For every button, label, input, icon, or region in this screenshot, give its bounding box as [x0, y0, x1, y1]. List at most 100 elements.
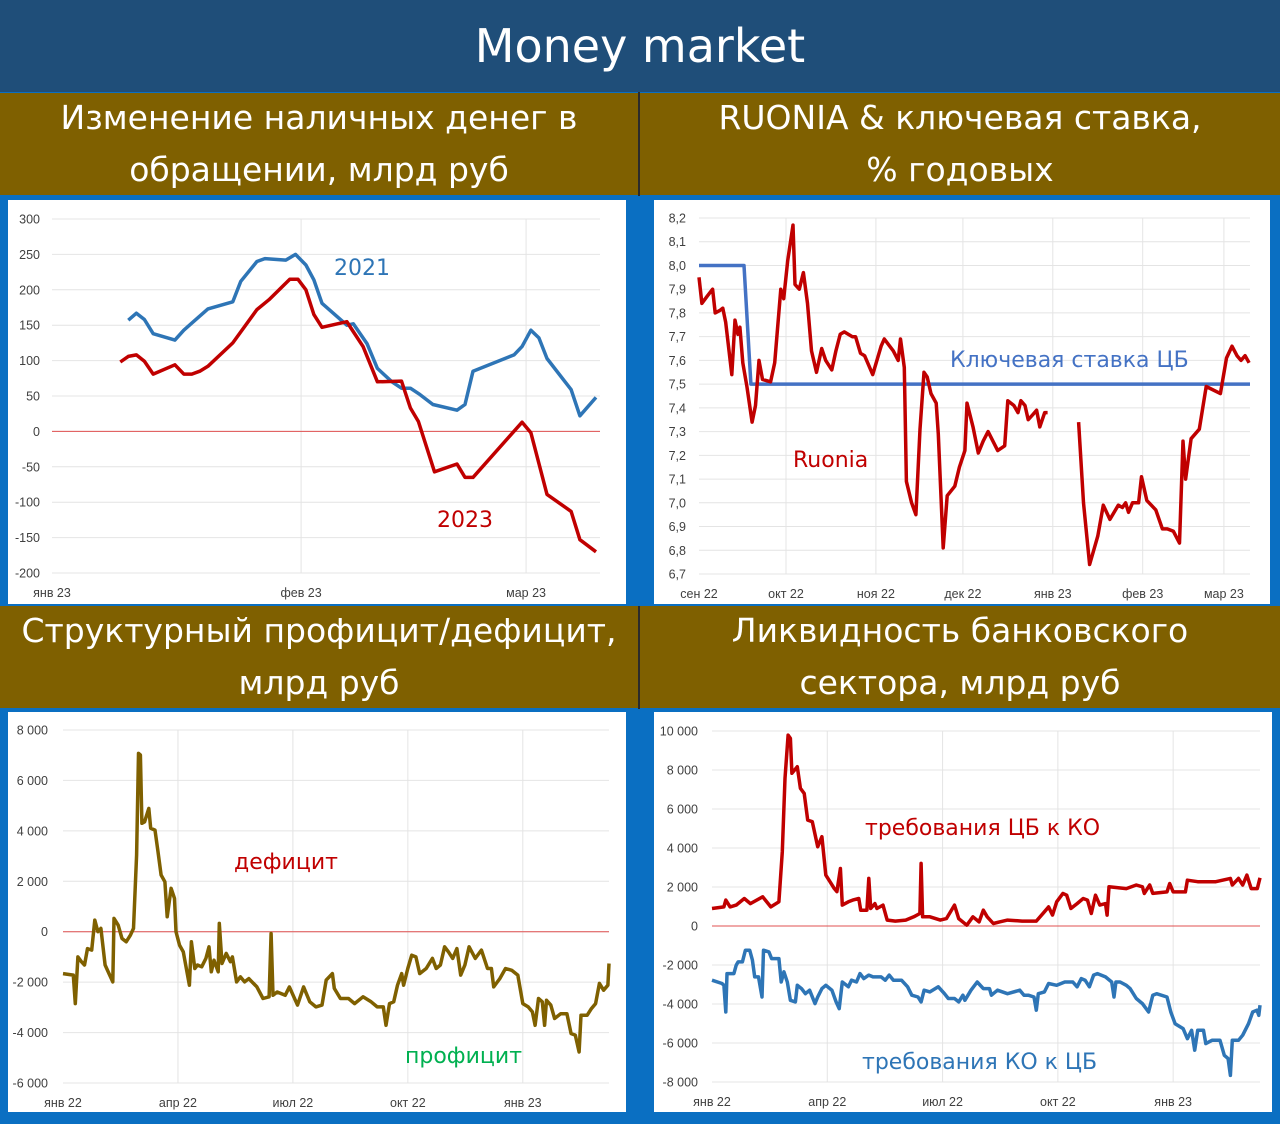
series-label-ko-claims: требования КО к ЦБ: [862, 1050, 1098, 1075]
label-surplus: профицит: [405, 1044, 523, 1069]
series-line: [127, 252, 598, 418]
y-tick-label: 7,6: [669, 354, 686, 368]
y-tick-label: 7,8: [669, 306, 686, 320]
y-tick-label: 6 000: [17, 774, 48, 788]
y-tick-label: 7,7: [669, 330, 686, 344]
ruonia-chart: 8,2 8,1 8,0 7,9 7,8 7,7 7,6 7,5 7,4 7,3 7,2 7,1 7,0 6…: [669, 212, 1251, 601]
header-structural: Структурный профицит/дефицит, млрд руб: [0, 606, 638, 708]
y-tick-label: 300: [19, 213, 40, 227]
header-line: Ликвидность банковского: [731, 611, 1189, 650]
y-tick-label: 8,1: [669, 235, 686, 249]
series-label-cb-claims: требования ЦБ к КО: [865, 816, 1101, 841]
y-tick-label: 8,0: [669, 259, 686, 273]
header-line: % годовых: [866, 150, 1054, 189]
y-tick-label: -200: [15, 567, 40, 581]
y-tick-label: 6,7: [669, 568, 686, 582]
header-line: сектора, млрд руб: [799, 663, 1121, 702]
y-tick-label: 2 000: [667, 881, 698, 895]
header-line: млрд руб: [238, 663, 400, 702]
series-label-ruonia: Ruonia: [793, 448, 869, 473]
y-tick-label: 250: [19, 248, 40, 262]
y-tick-label: 8 000: [17, 724, 48, 738]
divider: [638, 606, 640, 709]
page-title: Money market: [0, 0, 1280, 92]
chart-panel-liquidity: [654, 712, 1272, 1112]
y-tick-label: -4 000: [663, 998, 698, 1012]
y-tick-label: 8 000: [667, 764, 698, 778]
y-tick-label: -150: [15, 531, 40, 545]
header-line: Структурный профицит/дефицит,: [21, 611, 617, 650]
y-tick-label: -4 000: [13, 1026, 48, 1040]
x-tick-label: янв 22: [693, 1095, 731, 1109]
x-tick-label: сен 22: [680, 587, 718, 601]
label-deficit: дефицит: [234, 850, 338, 875]
y-tick-label: -2 000: [663, 959, 698, 973]
divider: [638, 92, 640, 196]
header-cash-change: Изменение наличных денег в обращении, мл…: [0, 93, 638, 195]
x-tick-label: окт 22: [1040, 1095, 1076, 1109]
x-tick-label: мар 23: [1204, 587, 1244, 601]
y-tick-label: 0: [33, 425, 40, 439]
y-tick-label: 6 000: [667, 803, 698, 817]
x-tick-label: июл 22: [273, 1096, 314, 1110]
x-tick-label: янв 22: [44, 1096, 82, 1110]
x-tick-label: ноя 22: [857, 587, 895, 601]
header-ruonia: RUONIA & ключевая ставка, % годовых: [640, 93, 1280, 195]
y-tick-label: 7,9: [669, 283, 686, 297]
header-line: Изменение наличных денег в: [60, 98, 578, 137]
y-tick-label: 6,8: [669, 544, 686, 558]
series-line: [711, 948, 1262, 1078]
x-tick-label: окт 22: [390, 1096, 426, 1110]
y-tick-label: 4 000: [17, 824, 48, 838]
y-tick-label: 50: [26, 390, 40, 404]
series-label-key-rate: Ключевая ставка ЦБ: [950, 348, 1189, 373]
y-tick-label: 150: [19, 319, 40, 333]
y-tick-label: -6 000: [663, 1037, 698, 1051]
series-line: [711, 733, 1262, 927]
x-tick-label: янв 23: [1034, 587, 1072, 601]
x-tick-label: апр 22: [159, 1096, 197, 1110]
y-tick-label: 7,2: [669, 449, 686, 463]
y-tick-label: 8,2: [669, 212, 686, 226]
y-tick-label: 0: [691, 920, 698, 934]
x-tick-label: окт 22: [768, 587, 804, 601]
series-line: [119, 277, 598, 554]
x-tick-label: фев 23: [1122, 587, 1163, 601]
y-tick-label: 7,4: [669, 401, 686, 415]
y-tick-label: 7,0: [669, 496, 686, 510]
x-tick-label: дек 22: [944, 587, 981, 601]
y-tick-label: 7,3: [669, 425, 686, 439]
header-liquidity: Ликвидность банковского сектора, млрд ру…: [640, 606, 1280, 708]
y-tick-label: 0: [41, 925, 48, 939]
cash-change-chart: 300 250 200 150 100 50 0 -50 -100 -150 -200 янв 23 ф…: [15, 213, 600, 600]
y-tick-label: 100: [19, 354, 40, 368]
structural-chart: 8 000 6 000 4 000 2 000 0 -2 000 -4 000 -6 000 я…: [13, 724, 611, 1110]
series-label-2023: 2023: [437, 508, 493, 533]
x-tick-label: янв 23: [504, 1096, 542, 1110]
x-tick-label: апр 22: [808, 1095, 846, 1109]
x-tick-label: фев 23: [280, 586, 321, 600]
series-line: [697, 223, 1251, 567]
y-tick-label: 6,9: [669, 520, 686, 534]
y-tick-label: -8 000: [663, 1076, 698, 1090]
y-tick-label: -50: [22, 460, 40, 474]
x-tick-label: янв 23: [33, 586, 71, 600]
x-tick-label: июл 22: [922, 1095, 963, 1109]
y-tick-label: 4 000: [667, 842, 698, 856]
y-tick-label: -100: [15, 496, 40, 510]
header-line: RUONIA & ключевая ставка,: [718, 98, 1202, 137]
header-line: обращении, млрд руб: [129, 150, 509, 189]
x-tick-label: мар 23: [506, 586, 546, 600]
series-line: [62, 751, 611, 1054]
y-tick-label: -6 000: [13, 1077, 48, 1091]
series-label-2021: 2021: [334, 256, 390, 281]
y-tick-label: 200: [19, 283, 40, 297]
y-tick-label: 10 000: [660, 725, 698, 739]
y-tick-label: -2 000: [13, 976, 48, 990]
chart-panel-cash: [8, 200, 626, 604]
y-tick-label: 7,1: [669, 473, 686, 487]
liquidity-chart: 10 000 8 000 6 000 4 000 2 000 0 -2 000 -4 000 -…: [660, 725, 1262, 1109]
series-line: [699, 263, 1250, 386]
x-tick-label: янв 23: [1154, 1095, 1192, 1109]
y-tick-label: 2 000: [17, 875, 48, 889]
